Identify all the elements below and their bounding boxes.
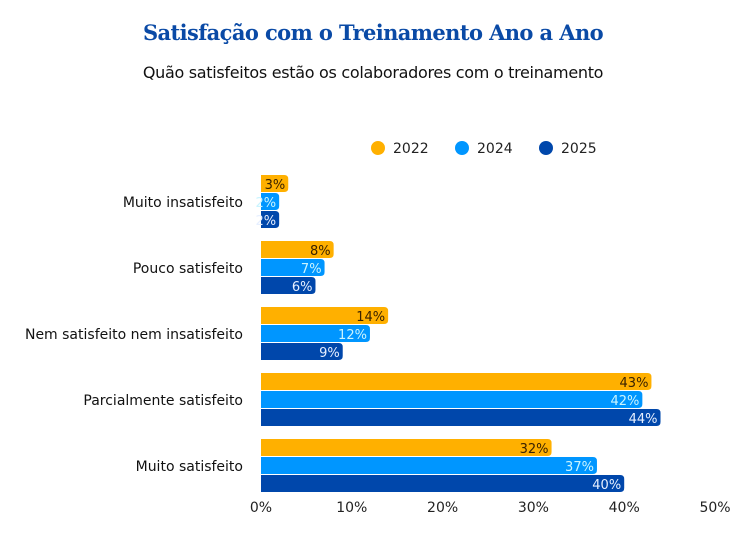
legend-marker-2025	[539, 141, 553, 155]
data-label-2024: 12%	[338, 328, 367, 343]
bar-2024	[261, 457, 597, 474]
data-label-2025: 44%	[629, 412, 658, 427]
bar-2022	[261, 439, 552, 456]
chart-subtitle: Quão satisfeitos estão os colaboradores …	[142, 63, 604, 82]
data-label-2025: 9%	[319, 346, 340, 361]
category-label: Muito insatisfeito	[123, 195, 243, 211]
bar-2025	[261, 211, 280, 228]
bar-2025	[261, 475, 625, 492]
data-label-2024: 7%	[301, 262, 322, 277]
x-tick-label: 30%	[518, 500, 549, 516]
bar-2025	[261, 409, 661, 426]
bar-2024	[261, 259, 325, 276]
category-label: Pouco satisfeito	[133, 261, 243, 277]
category-label: Nem satisfeito nem insatisfeito	[25, 327, 243, 343]
x-tick-label: 10%	[336, 500, 367, 516]
category-label: Parcialmente satisfeito	[83, 393, 243, 409]
data-label-2022: 3%	[265, 178, 286, 193]
data-label-2022: 32%	[520, 442, 549, 457]
category-label: Muito satisfeito	[136, 459, 243, 475]
data-label-2022: 8%	[310, 244, 331, 259]
data-label-2025: 40%	[592, 478, 621, 493]
legend-marker-2024	[455, 141, 469, 155]
data-label-2024: 42%	[610, 394, 639, 409]
data-label-2025: 2%	[256, 214, 277, 229]
data-label-2024: 37%	[565, 460, 594, 475]
bar-2022	[261, 241, 334, 258]
legend-label-2022: 2022	[393, 141, 429, 157]
bar-2024	[261, 193, 280, 210]
bar-2025	[261, 343, 343, 360]
legend-label-2025: 2025	[561, 141, 597, 157]
data-label-2024: 2%	[256, 196, 277, 211]
x-tick-label: 20%	[427, 500, 458, 516]
legend-label-2024: 2024	[477, 141, 513, 157]
bar-2024	[261, 391, 643, 408]
x-tick-label: 50%	[699, 500, 730, 516]
bar-2022	[261, 175, 289, 192]
bar-2025	[261, 277, 316, 294]
data-label-2022: 43%	[620, 376, 649, 391]
data-label-2025: 6%	[292, 280, 313, 295]
chart-title: Satisfação com o Treinamento Ano a Ano	[142, 20, 604, 45]
bar-2022	[261, 307, 389, 324]
x-tick-label: 0%	[250, 500, 272, 516]
legend-marker-2022	[371, 141, 385, 155]
bar-2024	[261, 325, 370, 342]
bar-2022	[261, 373, 652, 390]
x-tick-label: 40%	[609, 500, 640, 516]
data-label-2022: 14%	[356, 310, 385, 325]
